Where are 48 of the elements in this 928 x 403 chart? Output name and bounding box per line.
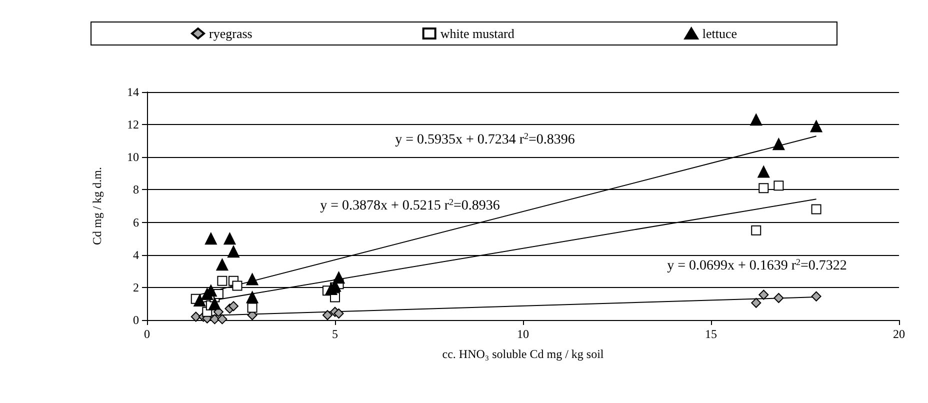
x-tick-label: 20 (893, 327, 905, 341)
point (332, 272, 345, 284)
x-tick-label: 10 (517, 327, 529, 341)
legend-label: lettuce (702, 26, 738, 41)
point (194, 294, 206, 306)
x-tick-label: 5 (332, 327, 338, 341)
point (758, 290, 769, 300)
y-tick-label: 4 (133, 248, 139, 262)
y-tick-label: 6 (133, 215, 139, 230)
point (811, 291, 822, 302)
point (758, 166, 770, 178)
point (217, 314, 228, 324)
y-tick-label: 14 (127, 85, 139, 99)
legend-label: ryegrass (209, 26, 252, 41)
y-tick-label: 8 (133, 182, 139, 197)
point (811, 204, 822, 214)
point (774, 293, 784, 304)
point (232, 280, 242, 291)
point (247, 302, 258, 313)
point (246, 273, 258, 286)
point (210, 314, 220, 324)
x-tick-label: 0 (144, 327, 150, 341)
legend-label: white mustard (440, 26, 515, 41)
point (774, 180, 784, 191)
point (246, 291, 258, 304)
point (758, 183, 769, 194)
point (750, 114, 762, 126)
point (751, 225, 762, 236)
point (810, 120, 822, 132)
point (322, 310, 332, 320)
point (334, 308, 344, 318)
x-tick-label: 15 (705, 327, 717, 341)
point (216, 258, 228, 271)
y-tick-label: 0 (133, 313, 139, 327)
point (228, 301, 238, 312)
point (204, 232, 217, 245)
y-tick-label: 12 (127, 118, 139, 132)
y-tick-label: 10 (127, 150, 139, 164)
point (208, 298, 221, 310)
point (227, 246, 240, 258)
point (217, 276, 228, 286)
x-axis-title: cc. HNO₃ soluble Cd mg / kg soil (442, 347, 604, 361)
point (224, 232, 236, 245)
point (190, 312, 201, 322)
y-tick-label: 2 (133, 280, 139, 294)
point (772, 138, 785, 150)
y-axis-title: Cd mg / kg d.m. (90, 166, 104, 246)
point (751, 298, 762, 308)
